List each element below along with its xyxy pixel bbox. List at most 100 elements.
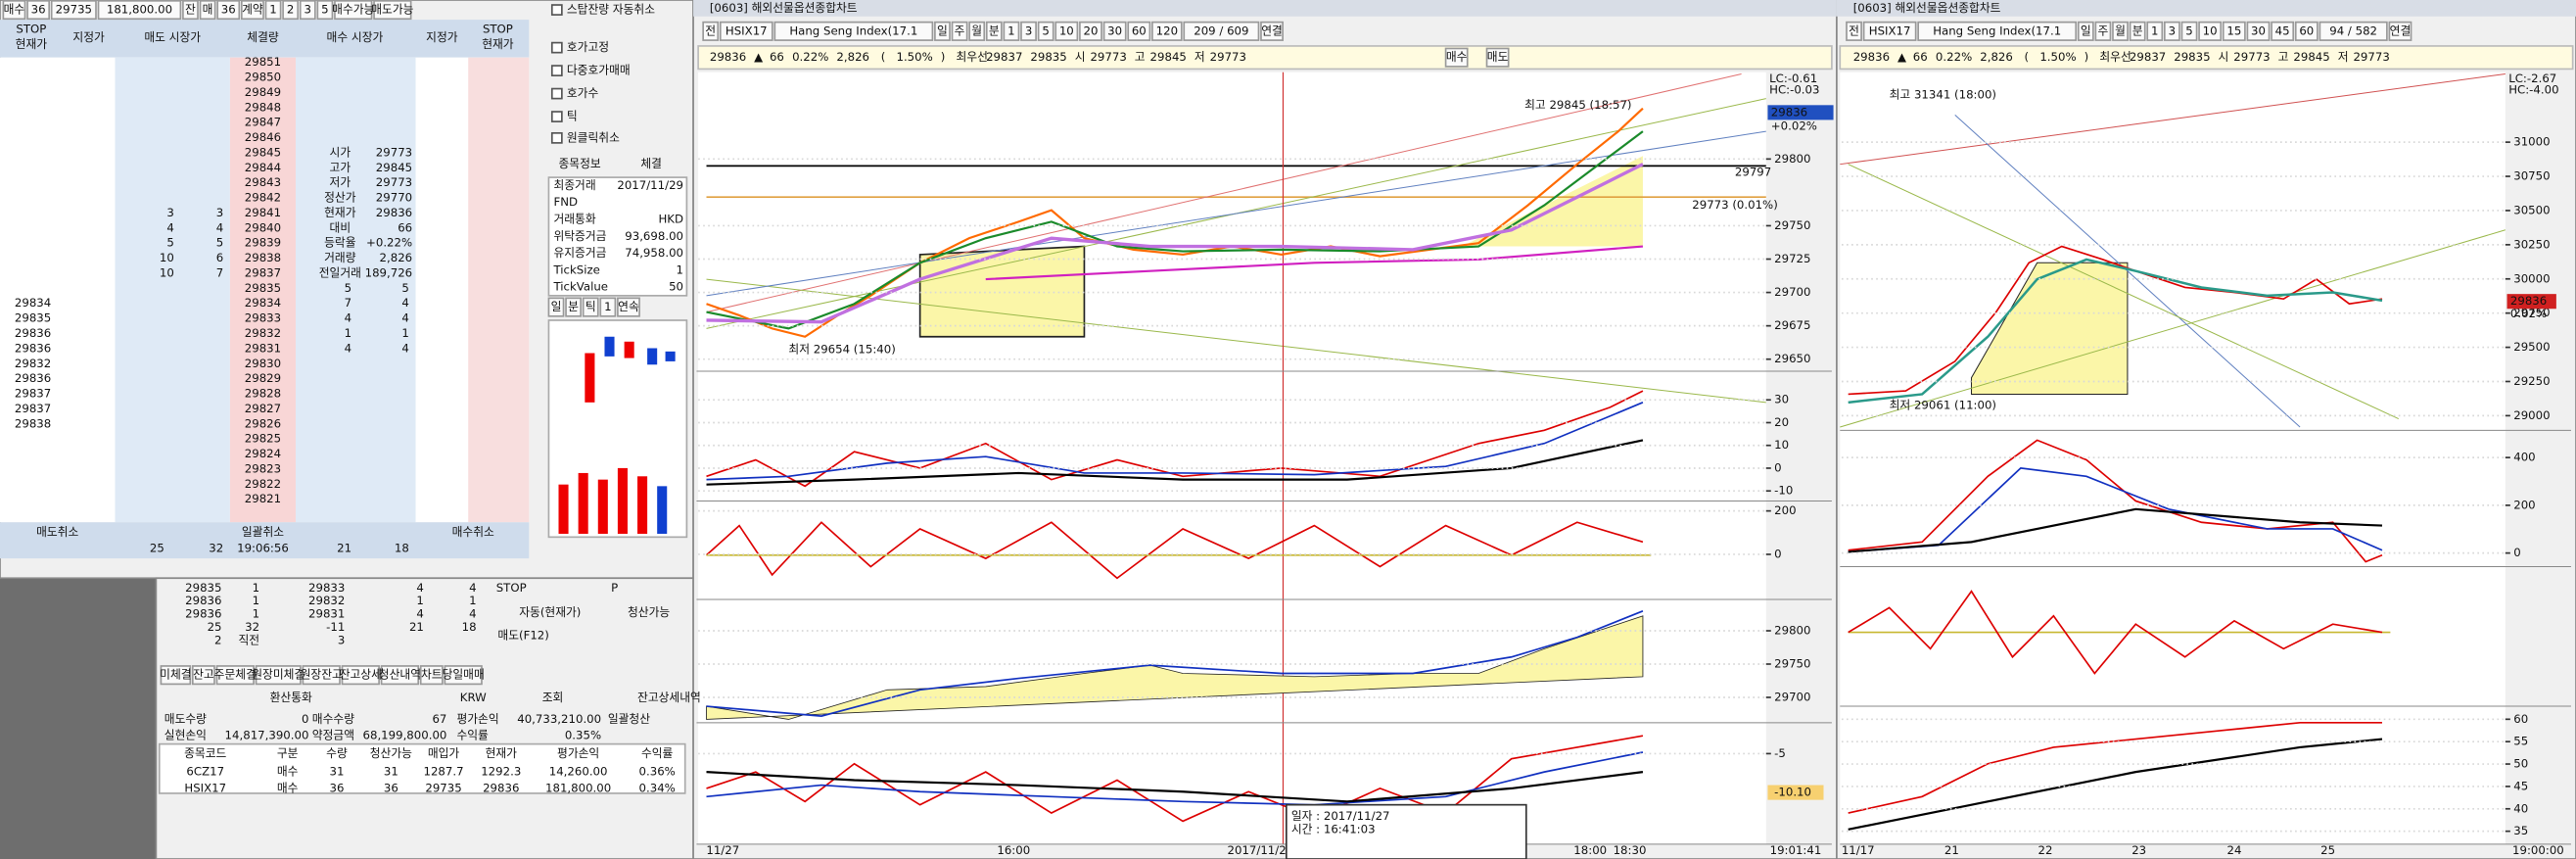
account-tab-box[interactable] [341,665,380,686]
auto-check[interactable]: 자동(현재가) [519,605,581,619]
toolbar-button-box[interactable] [182,0,199,21]
chart-toolbar-button-box[interactable] [1260,21,1284,41]
chart-toolbar-button[interactable]: 5 [2185,24,2192,37]
period-tab[interactable]: 틱 [585,300,596,313]
period-tab[interactable]: 1 [604,300,611,313]
chart-toolbar-button[interactable]: 60 [1132,24,1147,37]
chart-toolbar-button-box[interactable] [2294,21,2318,41]
chart-toolbar-button-box[interactable] [1054,21,1079,41]
toolbar-button[interactable]: 잔 [185,3,196,17]
chart-toolbar-button[interactable]: Hang Seng Index(17.1 [789,24,917,37]
toolbar-button-box[interactable] [199,0,216,21]
chart-toolbar-button-box[interactable] [2077,21,2094,41]
period-tab[interactable]: 분 [568,300,579,313]
toolbar-button-box[interactable] [282,0,300,21]
period-tab[interactable]: 일 [551,300,562,313]
close-button[interactable]: 청산가능 [628,605,670,619]
tab[interactable]: 체결 [640,157,662,170]
chart-toolbar-button-box[interactable] [2198,21,2223,41]
toolbar-button[interactable]: 29735 [56,3,92,17]
toolbar-button-box[interactable] [264,0,282,21]
account-tab[interactable]: 원장잔고 [301,668,343,682]
toolbar-button-box[interactable] [26,0,51,21]
chart-toolbar-button[interactable]: 월 [2115,24,2126,37]
currency-control[interactable]: 잔고상세내역 [637,691,701,704]
chart-toolbar-button[interactable]: 120 [1156,24,1178,37]
toolbar-button[interactable]: 2 [287,3,294,17]
toolbar-button[interactable]: 매 [203,3,213,17]
sell-button[interactable]: 매도 [1487,50,1509,64]
chart-toolbar-button-box[interactable] [702,21,720,41]
period-tab-box[interactable] [599,297,617,317]
sell-button-box[interactable] [1485,47,1510,68]
period-tab-box[interactable] [582,297,599,317]
chart-toolbar-button-box[interactable] [2271,21,2295,41]
account-tab-box[interactable] [255,665,302,686]
account-tab[interactable]: 당일매매 [443,668,485,682]
currency-control[interactable]: 조회 [542,691,564,704]
toolbar-button[interactable]: 3 [304,3,311,17]
chart-toolbar-button[interactable]: 연결 [2390,24,2412,37]
chart-toolbar-button-box[interactable] [1079,21,1102,41]
chart-toolbar-button[interactable]: 연결 [1261,24,1283,37]
chart-toolbar-button-box[interactable] [2246,21,2271,41]
chart-toolbar-button-box[interactable] [1102,21,1127,41]
account-tab[interactable]: 잔고 [193,668,214,682]
chart-toolbar-button[interactable]: 10 [2203,24,2218,37]
tab[interactable]: 종목정보 [558,157,600,170]
chart-toolbar-button-box[interactable] [1846,21,1862,41]
chart-toolbar-button-box[interactable] [1003,21,1020,41]
chart-toolbar-button[interactable]: 209 / 609 [1194,24,1248,37]
chart-toolbar-button-box[interactable] [1183,21,1260,41]
chart-toolbar-button-box[interactable] [2388,21,2412,41]
buy-button[interactable]: 매수 [1446,50,1468,64]
toolbar-button[interactable]: 36 [31,3,46,17]
chart-toolbar-button[interactable]: HSIX17 [726,24,768,37]
toolbar-button-box[interactable] [216,0,241,21]
toolbar-button[interactable]: 181,800.00 [107,3,172,17]
chart-toolbar-button-box[interactable] [2222,21,2246,41]
account-tab-box[interactable] [215,665,255,686]
chart-toolbar-button[interactable]: 94 / 582 [2329,24,2377,37]
chart-toolbar-button-box[interactable] [1151,21,1183,41]
checkbox[interactable] [550,65,563,76]
chart-toolbar-button-box[interactable] [2180,21,2198,41]
toolbar-button[interactable]: 36 [221,3,236,17]
chart-toolbar-button[interactable]: 1 [1007,24,1014,37]
chart-toolbar-button[interactable]: 20 [1084,24,1099,37]
footer-button[interactable]: 매수취소 [452,525,494,539]
toolbar-button[interactable]: 매도가능 [371,3,413,17]
chart-toolbar-button[interactable]: 주 [2098,24,2109,37]
checkbox[interactable] [550,111,563,122]
chart-toolbar-button-box[interactable] [2164,21,2180,41]
chart-toolbar-button[interactable]: 45 [2275,24,2290,37]
account-tab-box[interactable] [380,665,420,686]
account-tab-box[interactable] [160,665,192,686]
toolbar-button[interactable]: 매수 [4,3,25,17]
checkbox[interactable] [550,87,563,100]
toolbar-button-box[interactable] [240,0,264,21]
toolbar-button[interactable]: 5 [321,3,328,17]
checkbox[interactable] [550,131,563,144]
account-tab[interactable]: 주문체결 [214,668,257,682]
toolbar-button-box[interactable] [334,0,373,21]
chart-toolbar-button[interactable]: HSIX17 [1869,24,1911,37]
period-tab-box[interactable] [565,297,582,317]
chart-toolbar-button-box[interactable] [1037,21,1054,41]
account-tab[interactable]: 원장미체결 [252,668,304,682]
toolbar-button-box[interactable] [373,0,412,21]
chart-toolbar-button[interactable]: Hang Seng Index(17.1 [1933,24,2061,37]
checkbox[interactable] [550,4,563,16]
chart-toolbar-button-box[interactable] [968,21,986,41]
account-tab[interactable]: 잔고상세 [340,668,382,682]
sell-button[interactable]: 매도(F12) [497,628,548,642]
footer-button[interactable]: 일괄취소 [242,525,284,539]
chart-toolbar-button[interactable]: 전 [1849,24,1859,37]
chart-toolbar-button[interactable]: 3 [2169,24,2176,37]
account-tab[interactable]: 미체결 [160,668,191,682]
toolbar-button-box[interactable] [97,0,182,21]
toolbar-button[interactable]: 계약 [242,3,263,17]
chart-toolbar-button-box[interactable] [719,21,773,41]
chart-toolbar-button[interactable]: 3 [1025,24,1032,37]
buy-button-box[interactable] [1444,47,1469,68]
